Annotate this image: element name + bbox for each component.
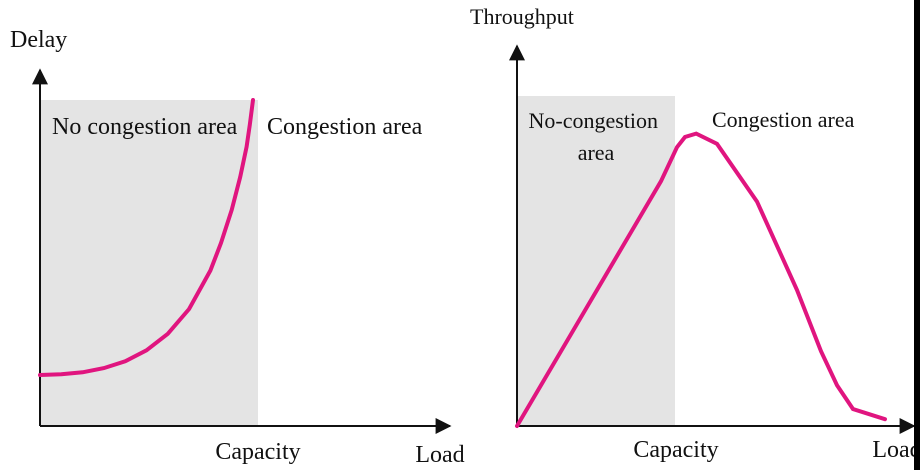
throughput-load-label: Load <box>872 437 920 463</box>
delay-load-label: Load <box>415 442 464 468</box>
throughput-capacity-tick: Capacity <box>633 437 718 463</box>
right-edge-bar <box>914 0 920 470</box>
throughput-chart: Throughput No-congestion area Congestion… <box>470 4 920 463</box>
delay-axis-label: Delay <box>10 27 67 53</box>
throughput-congestion-label: Congestion area <box>712 107 855 132</box>
delay-no-congestion-label: No congestion area <box>52 114 238 140</box>
delay-congestion-label: Congestion area <box>267 114 423 140</box>
no-congestion-region-2 <box>517 96 675 426</box>
throughput-axis-label: Throughput <box>470 4 574 29</box>
delay-curve <box>38 98 255 377</box>
throughput-curve <box>515 131 887 428</box>
delay-capacity-tick: Capacity <box>215 439 300 465</box>
throughput-no-congestion-label: No-congestion area <box>528 108 663 165</box>
no-congestion-region <box>40 100 258 426</box>
delay-chart: Delay No congestion area Congestion area… <box>10 27 465 468</box>
